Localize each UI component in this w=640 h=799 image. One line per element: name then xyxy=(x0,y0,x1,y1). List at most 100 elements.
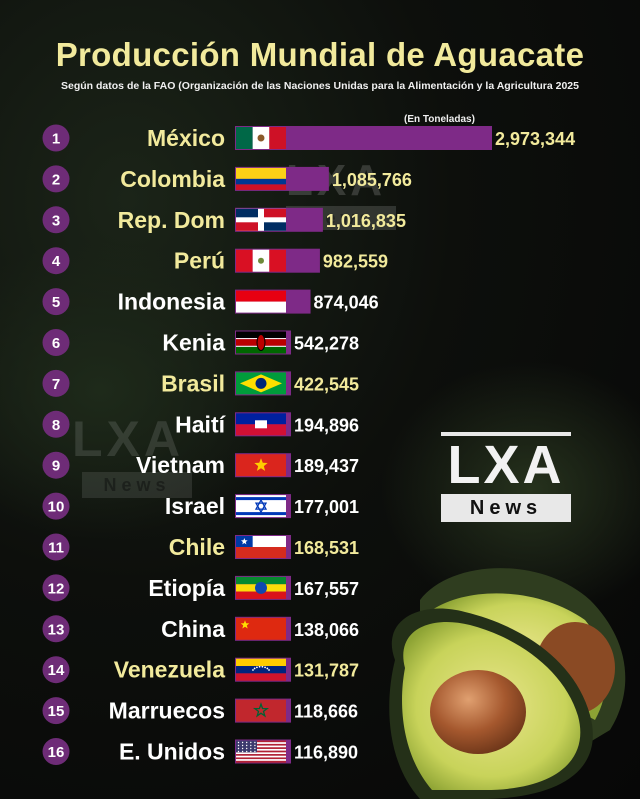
value-label: 167,557 xyxy=(294,579,359,599)
chart-row: 2 Colombia 1,085,766 xyxy=(42,165,412,193)
rank-badge xyxy=(42,451,70,479)
country-label: Rep. Dom xyxy=(118,207,225,233)
rank-number: 2 xyxy=(52,171,60,188)
rank-badge xyxy=(42,738,70,765)
chart-row: 7 Brasil 422,545 xyxy=(42,369,359,397)
dominican-republic-flag xyxy=(236,208,286,231)
rank-badge xyxy=(42,697,70,725)
rank-number: 4 xyxy=(52,253,61,270)
value-label: 194,896 xyxy=(294,415,359,435)
brazil-flag xyxy=(236,372,286,395)
value-label: 177,001 xyxy=(294,497,359,517)
chart-row: 3 Rep. Dom 1,016,835 xyxy=(42,206,406,234)
country-label: Etiopía xyxy=(148,575,225,601)
vietnam-flag xyxy=(236,454,286,477)
country-label: Perú xyxy=(174,248,225,274)
rank-badge xyxy=(42,288,70,316)
value-label: 2,973,344 xyxy=(495,129,575,149)
value-label: 1,085,766 xyxy=(332,170,412,190)
value-label: 116,890 xyxy=(294,743,358,763)
israel-flag xyxy=(236,495,286,518)
rank-badge xyxy=(42,410,70,438)
value-label: 138,066 xyxy=(294,620,359,640)
rank-badge xyxy=(42,369,70,397)
venezuela-flag xyxy=(236,658,286,681)
country-label: Brasil xyxy=(161,370,225,396)
rank-number: 10 xyxy=(48,499,65,516)
value-label: 168,531 xyxy=(294,538,359,558)
kenya-flag xyxy=(236,331,286,354)
value-label: 1,016,835 xyxy=(326,211,406,231)
chart-row: 16 E. Unidos 116,890 xyxy=(42,738,358,765)
rank-badge xyxy=(42,124,70,152)
country-label: Haití xyxy=(175,411,226,437)
chart-row: 10 Israel 177,001 xyxy=(42,492,359,520)
rank-badge xyxy=(42,574,70,602)
rank-number: 5 xyxy=(52,294,60,311)
rank-number: 7 xyxy=(52,376,60,393)
chart-row: 5 Indonesia 874,046 xyxy=(42,288,379,316)
value-label: 542,278 xyxy=(294,334,359,354)
rank-badge xyxy=(42,656,70,684)
page-title: Producción Mundial de Aguacate xyxy=(55,36,585,73)
chart-row: 6 Kenia 542,278 xyxy=(42,329,359,356)
chart-row: 13 China 138,066 xyxy=(42,615,359,643)
rank-badge xyxy=(42,492,70,520)
chart-row: 15 Marruecos 118,666 xyxy=(42,697,358,725)
country-label: Colombia xyxy=(120,166,225,192)
chart-row: 1 México 2,973,344 xyxy=(42,124,575,152)
value-label: 118,666 xyxy=(294,702,358,722)
country-label: China xyxy=(161,616,225,642)
rank-badge xyxy=(42,247,70,275)
avocado-illustration xyxy=(389,568,626,799)
value-label: 874,046 xyxy=(314,293,379,313)
rank-badge xyxy=(42,533,70,561)
rank-number: 16 xyxy=(48,744,65,761)
country-label: Israel xyxy=(165,493,225,519)
country-label: Kenia xyxy=(162,330,225,356)
country-label: Indonesia xyxy=(118,289,226,315)
peru-flag xyxy=(236,249,286,272)
rank-number: 13 xyxy=(48,621,65,638)
mexico-flag xyxy=(236,127,286,149)
rank-number: 14 xyxy=(48,662,65,679)
country-label: Chile xyxy=(169,534,225,560)
country-label: México xyxy=(147,125,225,151)
country-label: Vietnam xyxy=(136,452,225,478)
rank-number: 8 xyxy=(52,417,60,434)
value-label: 131,787 xyxy=(294,661,359,681)
chile-flag xyxy=(236,536,286,558)
chart-row: 9 Vietnam 189,437 xyxy=(42,451,359,479)
indonesia-flag xyxy=(236,290,286,313)
haiti-flag xyxy=(236,413,286,436)
rank-number: 11 xyxy=(48,540,64,557)
country-label: Venezuela xyxy=(114,657,225,683)
rank-number: 3 xyxy=(52,212,60,229)
chart-row: 12 Etiopía 167,557 xyxy=(42,574,359,602)
rank-badge xyxy=(42,165,70,193)
unit-label: (En Toneladas) xyxy=(404,114,475,125)
usa-flag xyxy=(236,740,286,763)
chart-row: 4 Perú 982,559 xyxy=(42,247,388,275)
china-flag xyxy=(236,617,286,640)
country-label: E. Unidos xyxy=(119,739,225,765)
value-label: 189,437 xyxy=(294,456,359,476)
colombia-flag xyxy=(236,167,286,190)
country-label: Marruecos xyxy=(109,698,225,724)
rank-number: 9 xyxy=(52,458,60,475)
watermark-logo-tag: News xyxy=(441,494,571,522)
chart-row: 14 Venezuela 131,787 xyxy=(42,656,359,684)
chart-row: 11 Chile 168,531 xyxy=(42,533,359,561)
watermark-logo-tag: News xyxy=(82,472,192,498)
rank-badge xyxy=(42,615,70,643)
watermark-logo-text: LXA xyxy=(72,411,184,467)
page-subtitle: Según datos de la FAO (Organización de l… xyxy=(61,80,579,92)
rank-number: 12 xyxy=(48,580,65,597)
rank-number: 1 xyxy=(52,131,60,148)
morocco-flag xyxy=(236,699,286,722)
ethiopia-flag xyxy=(236,576,286,599)
value-label: 422,545 xyxy=(294,374,359,394)
watermark-logo-text: LXA xyxy=(441,432,571,494)
